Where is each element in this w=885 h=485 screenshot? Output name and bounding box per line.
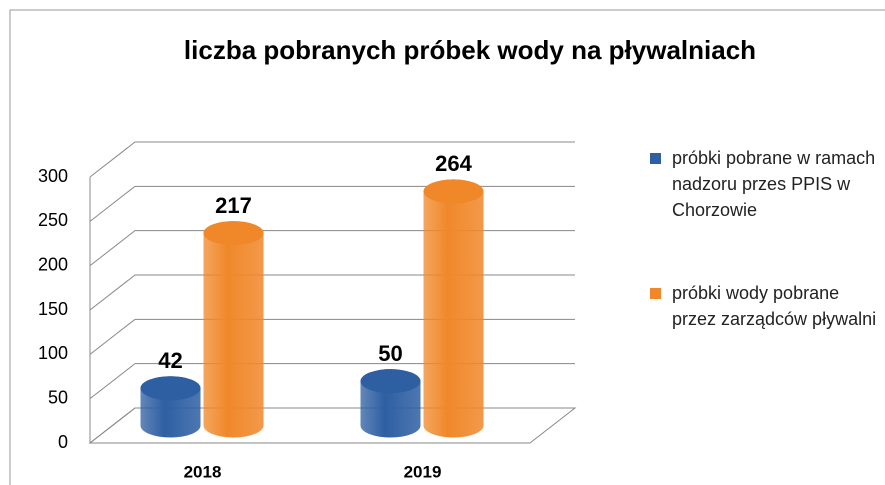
grid-line xyxy=(89,185,575,222)
grid-line xyxy=(89,141,575,178)
x-tick-label: 2019 xyxy=(404,462,442,481)
data-label: 217 xyxy=(215,193,252,218)
bar-top xyxy=(203,221,264,246)
data-label: 50 xyxy=(378,341,402,366)
legend-label: próbki pobrane w ramach nadzoru przes PP… xyxy=(672,148,876,220)
bar-top xyxy=(140,376,201,401)
y-tick-label: 50 xyxy=(48,387,68,407)
y-tick-label: 100 xyxy=(38,343,68,363)
bar-top xyxy=(423,179,484,204)
chart-title: liczba pobranych próbek wody na pływalni… xyxy=(184,35,756,65)
y-tick-label: 200 xyxy=(38,254,68,274)
legend-swatch xyxy=(650,153,661,164)
grid-line xyxy=(89,230,575,267)
bar xyxy=(203,221,264,438)
data-label: 42 xyxy=(158,348,182,373)
y-tick-label: 150 xyxy=(38,299,68,319)
bar-top xyxy=(360,369,421,394)
legend-swatch xyxy=(650,288,661,299)
y-tick-label: 250 xyxy=(38,210,68,230)
y-tick-label: 0 xyxy=(58,432,68,452)
data-label: 264 xyxy=(435,151,472,176)
y-tick-label: 300 xyxy=(38,166,68,186)
legend-label: próbki wody pobrane przez zarządców pływ… xyxy=(672,283,877,329)
chart-border xyxy=(9,9,885,485)
x-tick-label: 2018 xyxy=(184,462,222,481)
bar xyxy=(423,179,484,438)
grid-line xyxy=(89,274,575,311)
